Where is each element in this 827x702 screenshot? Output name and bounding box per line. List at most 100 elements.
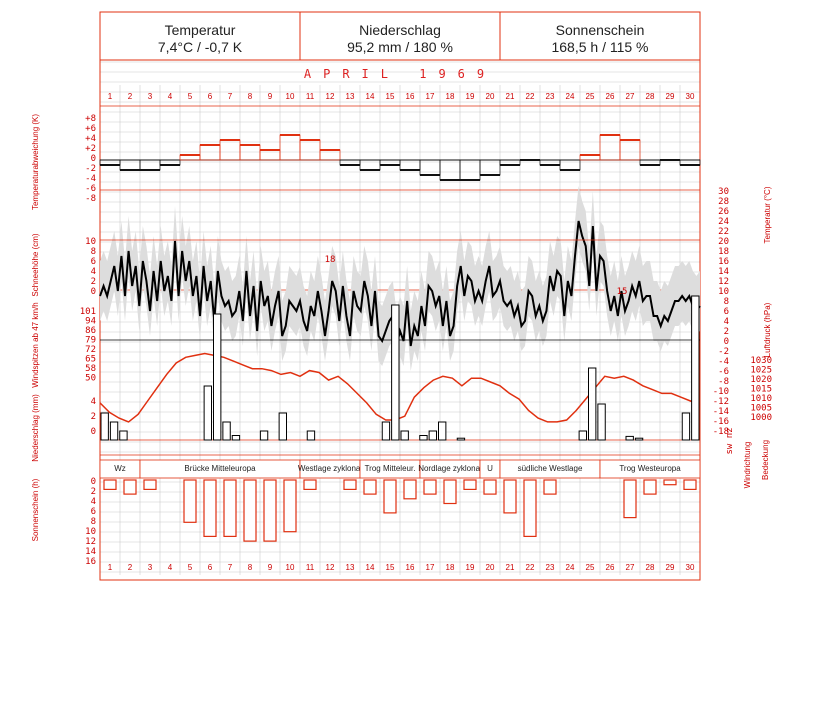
precip-bar [597, 403, 606, 441]
sunshine-bar [183, 479, 197, 523]
day-label-top: 27 [626, 92, 635, 101]
axis-tick-temp: 4 [724, 317, 729, 327]
axis-tick-temp: 28 [718, 197, 729, 207]
weather-type-cell [599, 459, 701, 479]
day-label-bottom: 17 [426, 563, 435, 572]
axis-tick-precip: 2 [91, 412, 96, 422]
day-label-top: 12 [326, 92, 335, 101]
day-label-bottom: 7 [228, 563, 233, 572]
axis-tick-tempdev: -8 [85, 194, 96, 204]
precip-bar [213, 313, 222, 441]
axis-tick-snow: 4 [91, 267, 96, 277]
axis-tick-sun: 8 [91, 517, 96, 527]
axis-tick-tempdev: +4 [85, 134, 96, 144]
sunshine-bar [623, 479, 637, 519]
axis-tick-tempdev: -6 [85, 184, 96, 194]
tempdev-bar [219, 139, 241, 161]
precip-bar [222, 421, 231, 441]
weather-type-label: südliche Westlage [518, 464, 583, 473]
axis-tick-temp: -12 [713, 397, 729, 407]
axis-tick-sun: 12 [85, 537, 96, 547]
axis-tick-wind: 79 [85, 336, 96, 346]
month-title: APRIL 1969 [304, 67, 496, 81]
axis-tick-tempdev: -4 [85, 174, 96, 184]
day-label-bottom: 24 [566, 563, 575, 572]
tempdev-bar [199, 144, 221, 161]
axis-tick-temp: 10 [718, 287, 729, 297]
axis-tick-temp: 0 [724, 337, 729, 347]
axis-tick-temp: 26 [718, 207, 729, 217]
weather-type-label: Nordlage zyklonal [418, 464, 482, 473]
sunshine-bar [643, 479, 657, 495]
axis-tick-snow: 0 [91, 287, 96, 297]
axis-tick-temp: -16 [713, 417, 729, 427]
right-axis-label: Windrichtung [743, 442, 752, 489]
day-label-bottom: 19 [466, 563, 475, 572]
day-label-bottom: 14 [366, 563, 375, 572]
day-label-top: 28 [646, 92, 655, 101]
axis-tick-pressure: 1005 [750, 404, 772, 414]
day-label-bottom: 12 [326, 563, 335, 572]
precip-bar [278, 412, 287, 441]
day-label-bottom: 15 [386, 563, 395, 572]
sunshine-bar [503, 479, 517, 514]
axis-tick-tempdev: 0 [91, 154, 96, 164]
axis-tick-temp: 8 [724, 297, 729, 307]
precip-bar [456, 437, 466, 441]
tempdev-bar [619, 139, 641, 161]
day-label-top: 16 [406, 92, 415, 101]
axis-tick-precip: 4 [91, 397, 96, 407]
axis-tick-pressure: 1030 [750, 356, 772, 366]
day-label-top: 19 [466, 92, 475, 101]
day-label-bottom: 28 [646, 563, 655, 572]
sunshine-bar [483, 479, 497, 495]
axis-tick-sun: 16 [85, 557, 96, 567]
tempdev-bar [239, 144, 261, 161]
precip-bar [400, 430, 409, 441]
left-axis-label: Windspitzen ab 47 km/h [31, 302, 40, 387]
day-label-bottom: 1 [108, 563, 113, 572]
precip-bar [578, 430, 587, 441]
day-label-top: 25 [586, 92, 595, 101]
header-value: 168,5 h / 115 % [551, 39, 648, 55]
tempdev-bar [359, 159, 381, 171]
weather-type-label: Trog Mitteleur. [365, 464, 416, 473]
tempdev-bar [319, 149, 341, 161]
day-label-bottom: 13 [346, 563, 355, 572]
weather-type-label: Trog Westeuropa [619, 464, 681, 473]
day-label-top: 21 [506, 92, 515, 101]
axis-tick-pressure: 1025 [750, 366, 772, 376]
axis-tick-wind: 65 [85, 355, 96, 365]
day-label-top: 9 [268, 92, 273, 101]
weather-type-label: Westlage zyklonal [298, 464, 363, 473]
axis-tick-sun: 0 [91, 477, 96, 487]
axis-tick-temp: -6 [718, 367, 729, 377]
precip-bar [438, 421, 447, 441]
day-label-top: 17 [426, 92, 435, 101]
axis-tick-temp: 24 [718, 217, 729, 227]
day-label-top: 18 [446, 92, 455, 101]
precip-bar [100, 412, 109, 441]
day-label-top: 24 [566, 92, 575, 101]
day-label-top: 13 [346, 92, 355, 101]
day-label-bottom: 4 [168, 563, 173, 572]
temp-range-band [100, 186, 700, 371]
precip-bar [428, 430, 437, 441]
day-label-top: 1 [108, 92, 113, 101]
day-label-top: 15 [386, 92, 395, 101]
sunshine-bar [283, 479, 297, 533]
precip-bar [634, 437, 644, 441]
sunshine-bar [223, 479, 237, 538]
right-axis-label: Bedeckung [761, 440, 770, 480]
weather-type-label: Wz [114, 464, 126, 473]
day-label-top: 23 [546, 92, 555, 101]
axis-tick-snow: 8 [91, 247, 96, 257]
left-axis-label: Sonnenschein (h) [31, 478, 40, 541]
day-label-top: 2 [128, 92, 133, 101]
day-label-bottom: 27 [626, 563, 635, 572]
sunshine-bar [343, 479, 357, 490]
sunshine-bar [143, 479, 157, 490]
precip-bar [119, 430, 128, 441]
sunshine-bar [543, 479, 557, 495]
axis-tick-sun: 4 [91, 497, 96, 507]
